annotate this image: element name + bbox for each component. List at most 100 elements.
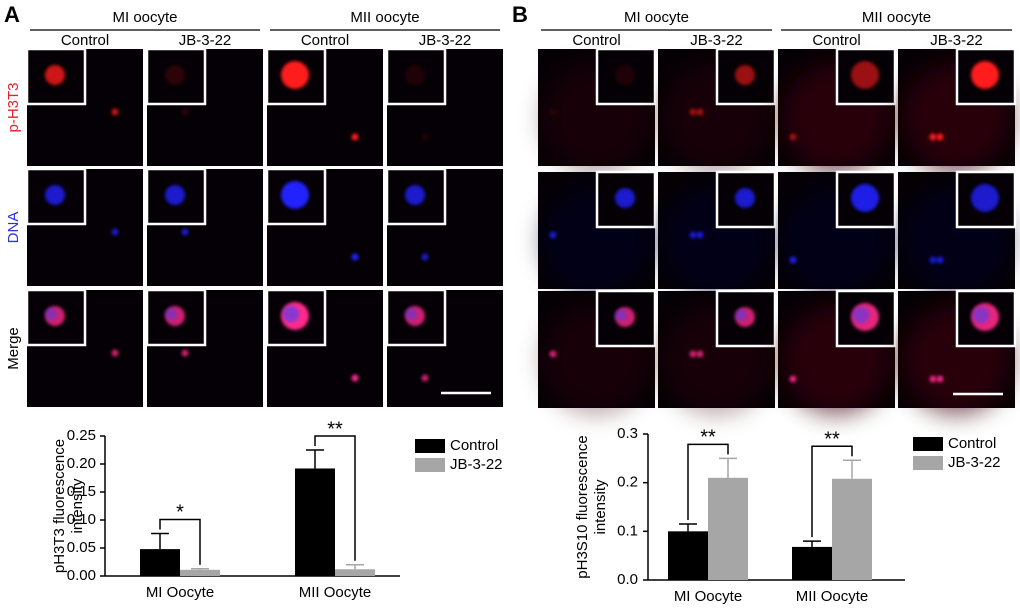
spot (111, 228, 119, 236)
inset-blob (165, 65, 185, 85)
legend-swatch (913, 456, 943, 470)
significance-label: ** (327, 418, 343, 440)
y-tick-label: 0.25 (67, 427, 96, 444)
bar (335, 569, 375, 576)
spot (549, 108, 557, 116)
group-title: MII oocyte (350, 9, 419, 26)
inset-blob (165, 185, 185, 205)
legend-swatch (415, 458, 445, 472)
group-title: MI oocyte (624, 9, 689, 26)
bar (792, 546, 832, 580)
x-tick-label: MI Oocyte (146, 584, 214, 601)
inset-blob (281, 181, 309, 209)
y-axis-label: pH3T3 fluorescence (51, 439, 68, 573)
spot (929, 375, 937, 383)
inset (385, 167, 447, 226)
legend-label: JB-3-22 (450, 456, 503, 473)
inset-blob (281, 61, 309, 89)
column-label: JB-3-22 (179, 32, 232, 49)
group-title: MI oocyte (112, 9, 177, 26)
y-tick-label: 0.00 (67, 567, 96, 584)
y-tick-label: 0.2 (617, 474, 638, 491)
column-label: JB-3-22 (930, 32, 983, 49)
inset-blob (615, 188, 635, 208)
spot (936, 133, 944, 141)
column-label: Control (61, 32, 109, 49)
inset-blob (45, 308, 57, 320)
bar (708, 477, 748, 580)
significance-label: ** (824, 429, 840, 451)
y-axis-label: intensity (592, 479, 609, 535)
y-tick-label: 0.20 (67, 455, 96, 472)
inset-blob (405, 185, 425, 205)
bar (668, 531, 708, 580)
inset-blob (971, 184, 999, 212)
inset-blob (615, 309, 627, 321)
inset-blob (851, 184, 879, 212)
column-label: Control (301, 32, 349, 49)
y-tick-label: 0.10 (67, 511, 96, 528)
spot (696, 350, 704, 358)
significance-bracket (159, 518, 201, 565)
inset-blob (45, 65, 65, 85)
column-label: Control (572, 32, 620, 49)
spot (421, 253, 429, 261)
spot (549, 231, 557, 239)
spot (689, 108, 697, 116)
inset-blob (735, 309, 747, 321)
legend-label: Control (948, 435, 996, 452)
row-label: p-H3T3 (5, 82, 22, 132)
x-tick-label: MI Oocyte (674, 588, 742, 605)
spot (351, 374, 359, 382)
y-axis-label: pH3S10 fluorescence (574, 435, 591, 578)
spot (936, 375, 944, 383)
row-label: Merge (5, 327, 22, 370)
x-tick-label: MII Oocyte (299, 584, 372, 601)
inset (715, 47, 777, 106)
panel-label: B (512, 2, 528, 27)
inset-blob (45, 185, 65, 205)
column-label: JB-3-22 (690, 32, 743, 49)
legend-label: JB-3-22 (948, 454, 1001, 471)
panel-label: A (4, 2, 20, 27)
column-label: JB-3-22 (419, 32, 472, 49)
bar (295, 468, 335, 576)
spot (696, 231, 704, 239)
row-label: DNA (5, 212, 22, 244)
y-axis-label: intensity (69, 478, 86, 534)
y-tick-label: 0.1 (617, 522, 638, 539)
spot (351, 253, 359, 261)
spot (936, 256, 944, 264)
spot (111, 108, 119, 116)
inset-blob (735, 65, 755, 85)
spot (689, 231, 697, 239)
spot (789, 375, 797, 383)
inset (595, 289, 657, 348)
y-tick-label: 0.05 (67, 539, 96, 556)
spot (421, 133, 429, 141)
bar (180, 569, 220, 576)
inset-blob (282, 305, 300, 323)
y-tick-label: 0.3 (617, 425, 638, 442)
inset-blob (972, 306, 990, 324)
spot (789, 256, 797, 264)
significance-bracket (314, 435, 356, 561)
inset-blob (615, 65, 635, 85)
group-title: MII oocyte (862, 9, 931, 26)
inset-blob (851, 61, 879, 89)
bar (140, 549, 180, 576)
column-label: Control (812, 32, 860, 49)
inset-blob (405, 308, 417, 320)
spot (696, 108, 704, 116)
inset-blob (165, 308, 177, 320)
significance-label: * (176, 502, 184, 524)
significance-bracket (811, 445, 853, 538)
spot (351, 133, 359, 141)
spot (789, 133, 797, 141)
significance-label: ** (700, 427, 716, 449)
y-tick-label: 0.0 (617, 571, 638, 588)
inset-blob (852, 306, 870, 324)
legend-swatch (415, 439, 445, 453)
spot (549, 350, 557, 358)
